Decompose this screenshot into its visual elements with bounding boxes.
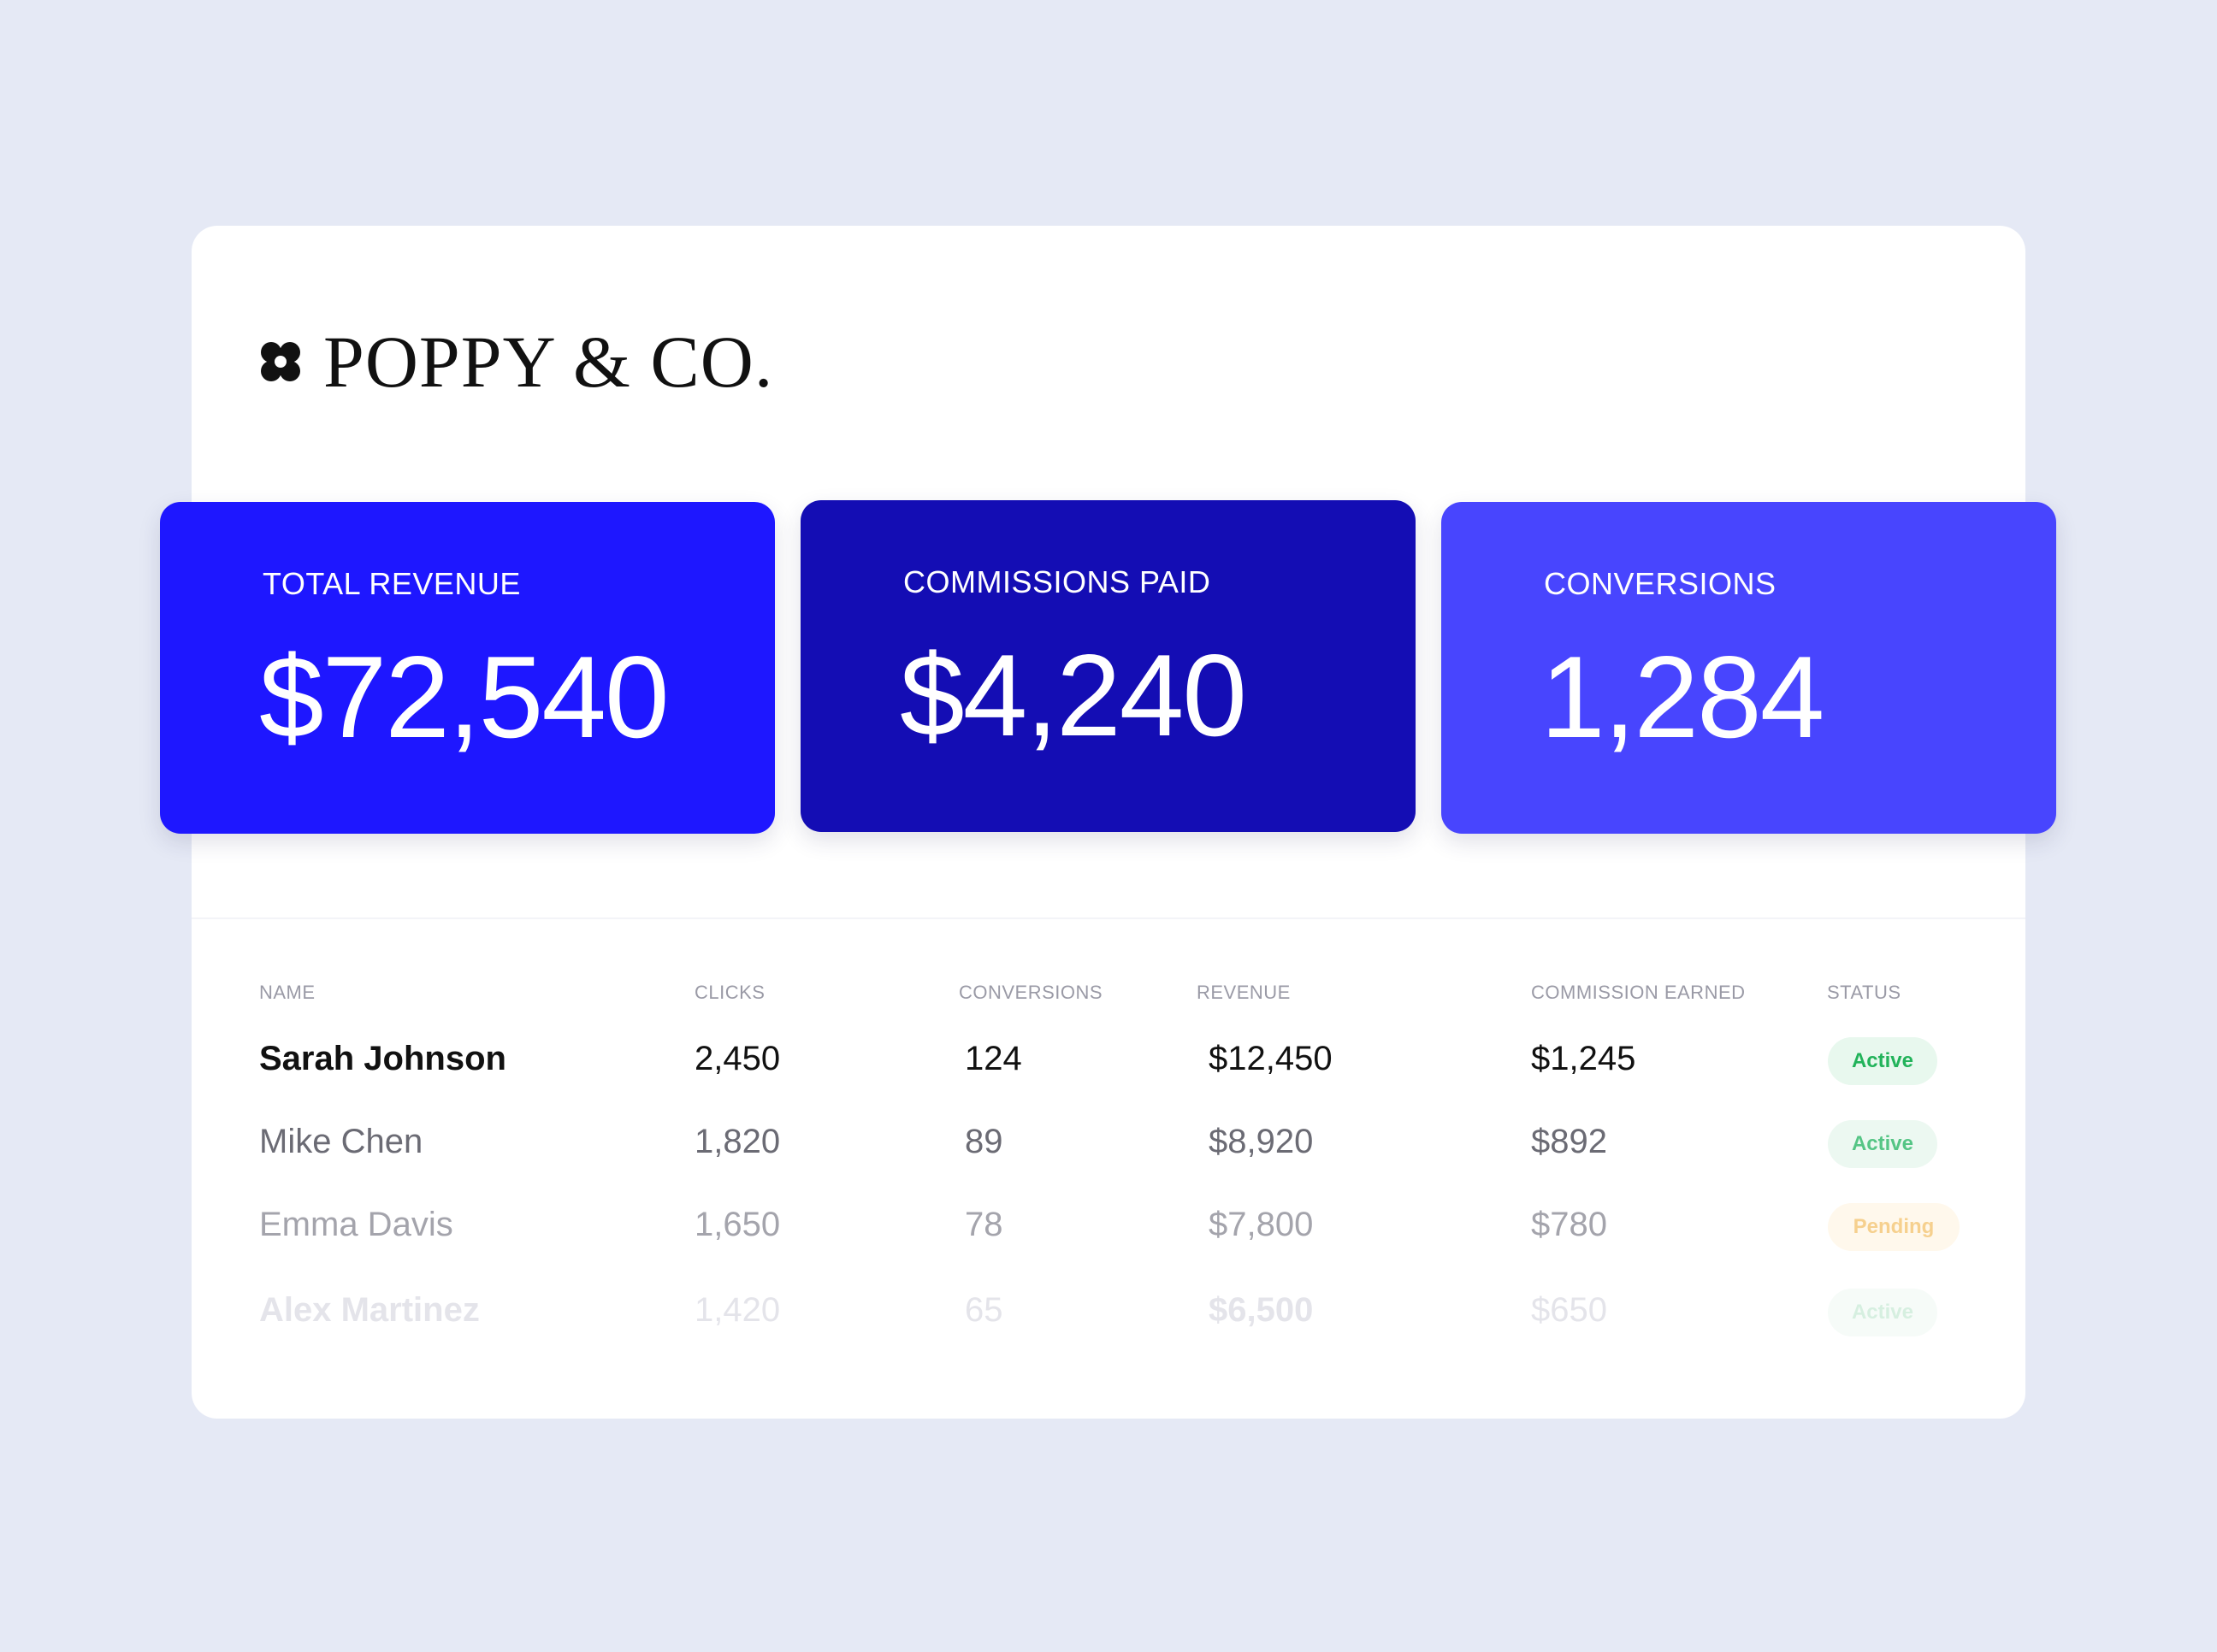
- cell-name: Mike Chen: [259, 1123, 423, 1160]
- column-header-commission-earned[interactable]: COMMISSION EARNED: [1531, 982, 1746, 1003]
- stat-card-commissions-paid[interactable]: COMMISSIONS PAID $4,240: [801, 500, 1416, 832]
- cell-conversions: 65: [965, 1291, 1003, 1329]
- stat-value: $4,240: [900, 630, 1247, 760]
- cell-commission: $650: [1531, 1291, 1607, 1329]
- column-header-name[interactable]: NAME: [259, 982, 316, 1003]
- cell-conversions: 89: [965, 1123, 1003, 1160]
- cell-name: Emma Davis: [259, 1206, 453, 1243]
- cell-clicks: 1,420: [695, 1291, 781, 1329]
- cell-conversions: 124: [965, 1040, 1022, 1077]
- status-badge: Active: [1828, 1120, 1937, 1168]
- column-header-status[interactable]: STATUS: [1827, 982, 1901, 1003]
- cell-revenue: $7,800: [1209, 1206, 1314, 1243]
- cell-clicks: 1,650: [695, 1206, 781, 1243]
- section-divider: [192, 917, 2025, 919]
- cell-commission: $780: [1531, 1206, 1607, 1243]
- brand-name: POPPY & CO.: [323, 321, 774, 403]
- cell-name: Sarah Johnson: [259, 1040, 506, 1077]
- cell-clicks: 2,450: [695, 1040, 781, 1077]
- table-row[interactable]: Sarah Johnson 2,450 124 $12,450 $1,245 A…: [0, 1020, 2217, 1097]
- cell-clicks: 1,820: [695, 1123, 781, 1160]
- cell-commission: $892: [1531, 1123, 1607, 1160]
- stat-value: $72,540: [259, 632, 670, 762]
- column-header-revenue[interactable]: REVENUE: [1197, 982, 1291, 1003]
- stat-label: CONVERSIONS: [1544, 566, 1777, 601]
- column-header-clicks[interactable]: CLICKS: [695, 982, 766, 1003]
- cell-revenue: $12,450: [1209, 1040, 1333, 1077]
- cell-name: Alex Martinez: [259, 1291, 480, 1329]
- stat-card-conversions[interactable]: CONVERSIONS 1,284: [1441, 502, 2056, 834]
- cell-revenue: $6,500: [1209, 1291, 1314, 1329]
- flower-logo-icon: [261, 342, 300, 381]
- table-row[interactable]: Alex Martinez 1,420 65 $6,500 $650 Activ…: [0, 1271, 2217, 1348]
- column-header-conversions[interactable]: CONVERSIONS: [959, 982, 1103, 1003]
- cell-commission: $1,245: [1531, 1040, 1636, 1077]
- brand: POPPY & CO.: [258, 323, 773, 400]
- status-badge: Active: [1828, 1037, 1937, 1085]
- stat-card-total-revenue[interactable]: TOTAL REVENUE $72,540: [160, 502, 775, 834]
- status-badge: Pending: [1828, 1203, 1960, 1251]
- stat-value: 1,284: [1540, 632, 1824, 762]
- status-badge: Active: [1828, 1289, 1937, 1336]
- cell-conversions: 78: [965, 1206, 1003, 1243]
- stat-label: TOTAL REVENUE: [263, 566, 521, 601]
- table-row[interactable]: Mike Chen 1,820 89 $8,920 $892 Active: [0, 1103, 2217, 1180]
- cell-revenue: $8,920: [1209, 1123, 1314, 1160]
- table-row[interactable]: Emma Davis 1,650 78 $7,800 $780 Pending: [0, 1186, 2217, 1263]
- stat-label: COMMISSIONS PAID: [903, 564, 1211, 599]
